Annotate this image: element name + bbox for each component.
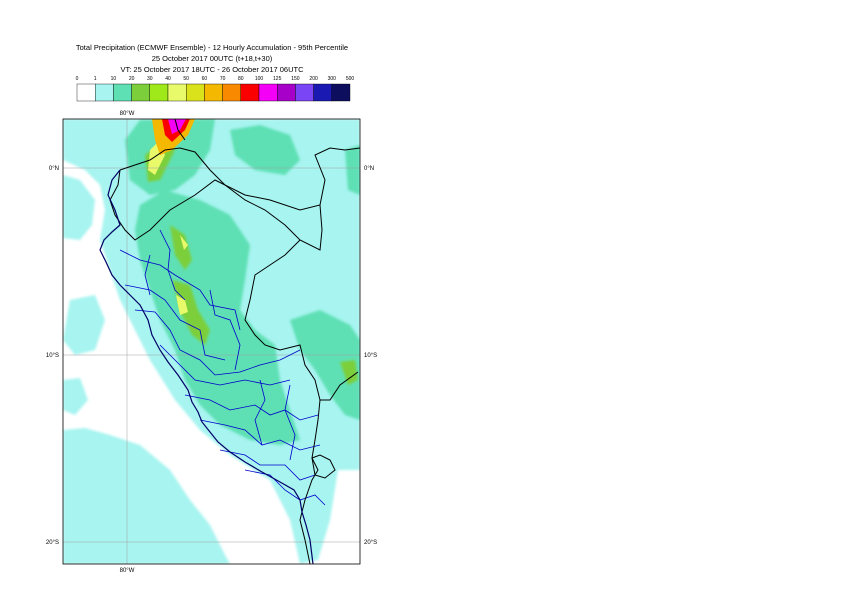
border-ecuador-peru xyxy=(109,169,226,241)
lat-label-0n-right: 0°N xyxy=(364,166,374,172)
legend-threshold-label: 1 xyxy=(94,76,97,82)
legend-threshold-label: 70 xyxy=(220,76,226,82)
regional-borders xyxy=(119,229,326,506)
legend-threshold-label: 80 xyxy=(238,76,244,82)
legend-threshold-label: 500 xyxy=(346,76,355,82)
region-border-7 xyxy=(219,449,316,481)
legend-threshold-label: 150 xyxy=(291,76,300,82)
lat-label-20s-right: 20°S xyxy=(364,540,377,546)
lat-label-20s-left: 20°S xyxy=(46,540,59,546)
legend-threshold-label: 10 xyxy=(111,76,117,82)
field-east-band xyxy=(340,360,358,385)
lat-label-10s-left: 10°S xyxy=(46,353,59,359)
lon-label-bottom: 80°W xyxy=(120,568,135,574)
field-yellow-3 xyxy=(180,235,188,250)
country-borders xyxy=(109,119,360,564)
region-border-11 xyxy=(254,379,266,446)
border-lake-titicaca xyxy=(311,454,336,479)
region-border-5 xyxy=(184,394,319,421)
region-border-13 xyxy=(144,254,151,296)
field-east-green-1 xyxy=(290,310,360,420)
region-border-3 xyxy=(134,309,301,376)
region-border-10 xyxy=(209,289,241,371)
field-east-green-2 xyxy=(230,125,300,175)
border-north-colombia xyxy=(174,119,186,141)
field-east-green-3 xyxy=(345,145,360,195)
border-peru-brazil xyxy=(224,184,323,251)
legend-threshold-label: 0 xyxy=(76,76,79,82)
legend-threshold-label: 60 xyxy=(202,76,208,82)
precipitation-field xyxy=(63,119,360,564)
legend-threshold-label: 40 xyxy=(165,76,171,82)
lat-label-0n-left: 0°N xyxy=(49,166,59,172)
field-ocean-patch-1 xyxy=(63,428,230,564)
field-ocean-patch-2 xyxy=(63,175,95,240)
lon-label-top: 80°W xyxy=(120,111,135,117)
legend-threshold-label: 50 xyxy=(183,76,189,82)
coastline xyxy=(99,169,314,564)
valid-time: VT: 25 October 2017 18UTC - 26 October 2… xyxy=(120,65,304,74)
border-peru-east xyxy=(244,239,359,401)
legend-threshold-label: 300 xyxy=(328,76,337,82)
legend-swatch xyxy=(331,83,351,102)
field-ocean-patch-4 xyxy=(63,378,88,415)
border-colombia-ecuador xyxy=(119,147,360,211)
region-border-12 xyxy=(284,384,296,461)
field-band-1 xyxy=(170,225,192,270)
region-border-1 xyxy=(119,249,241,331)
legend-threshold-label: 100 xyxy=(255,76,264,82)
legend-threshold-label: 200 xyxy=(309,76,318,82)
run-time: 25 October 2017 00UTC (t+18,t+30) xyxy=(151,54,273,63)
legend-threshold-label: 30 xyxy=(147,76,153,82)
region-border-2 xyxy=(124,284,226,361)
field-ocean-patch-3 xyxy=(63,295,105,355)
region-border-9 xyxy=(159,229,186,301)
region-border-4 xyxy=(159,344,291,386)
map-frame xyxy=(62,118,361,565)
chart-title: Total Precipitation (ECMWF Ensemble) - 1… xyxy=(75,43,349,52)
lat-label-10s-right: 10°S xyxy=(364,353,377,359)
legend-threshold-label: 125 xyxy=(273,76,282,82)
legend-threshold-label: 20 xyxy=(129,76,135,82)
